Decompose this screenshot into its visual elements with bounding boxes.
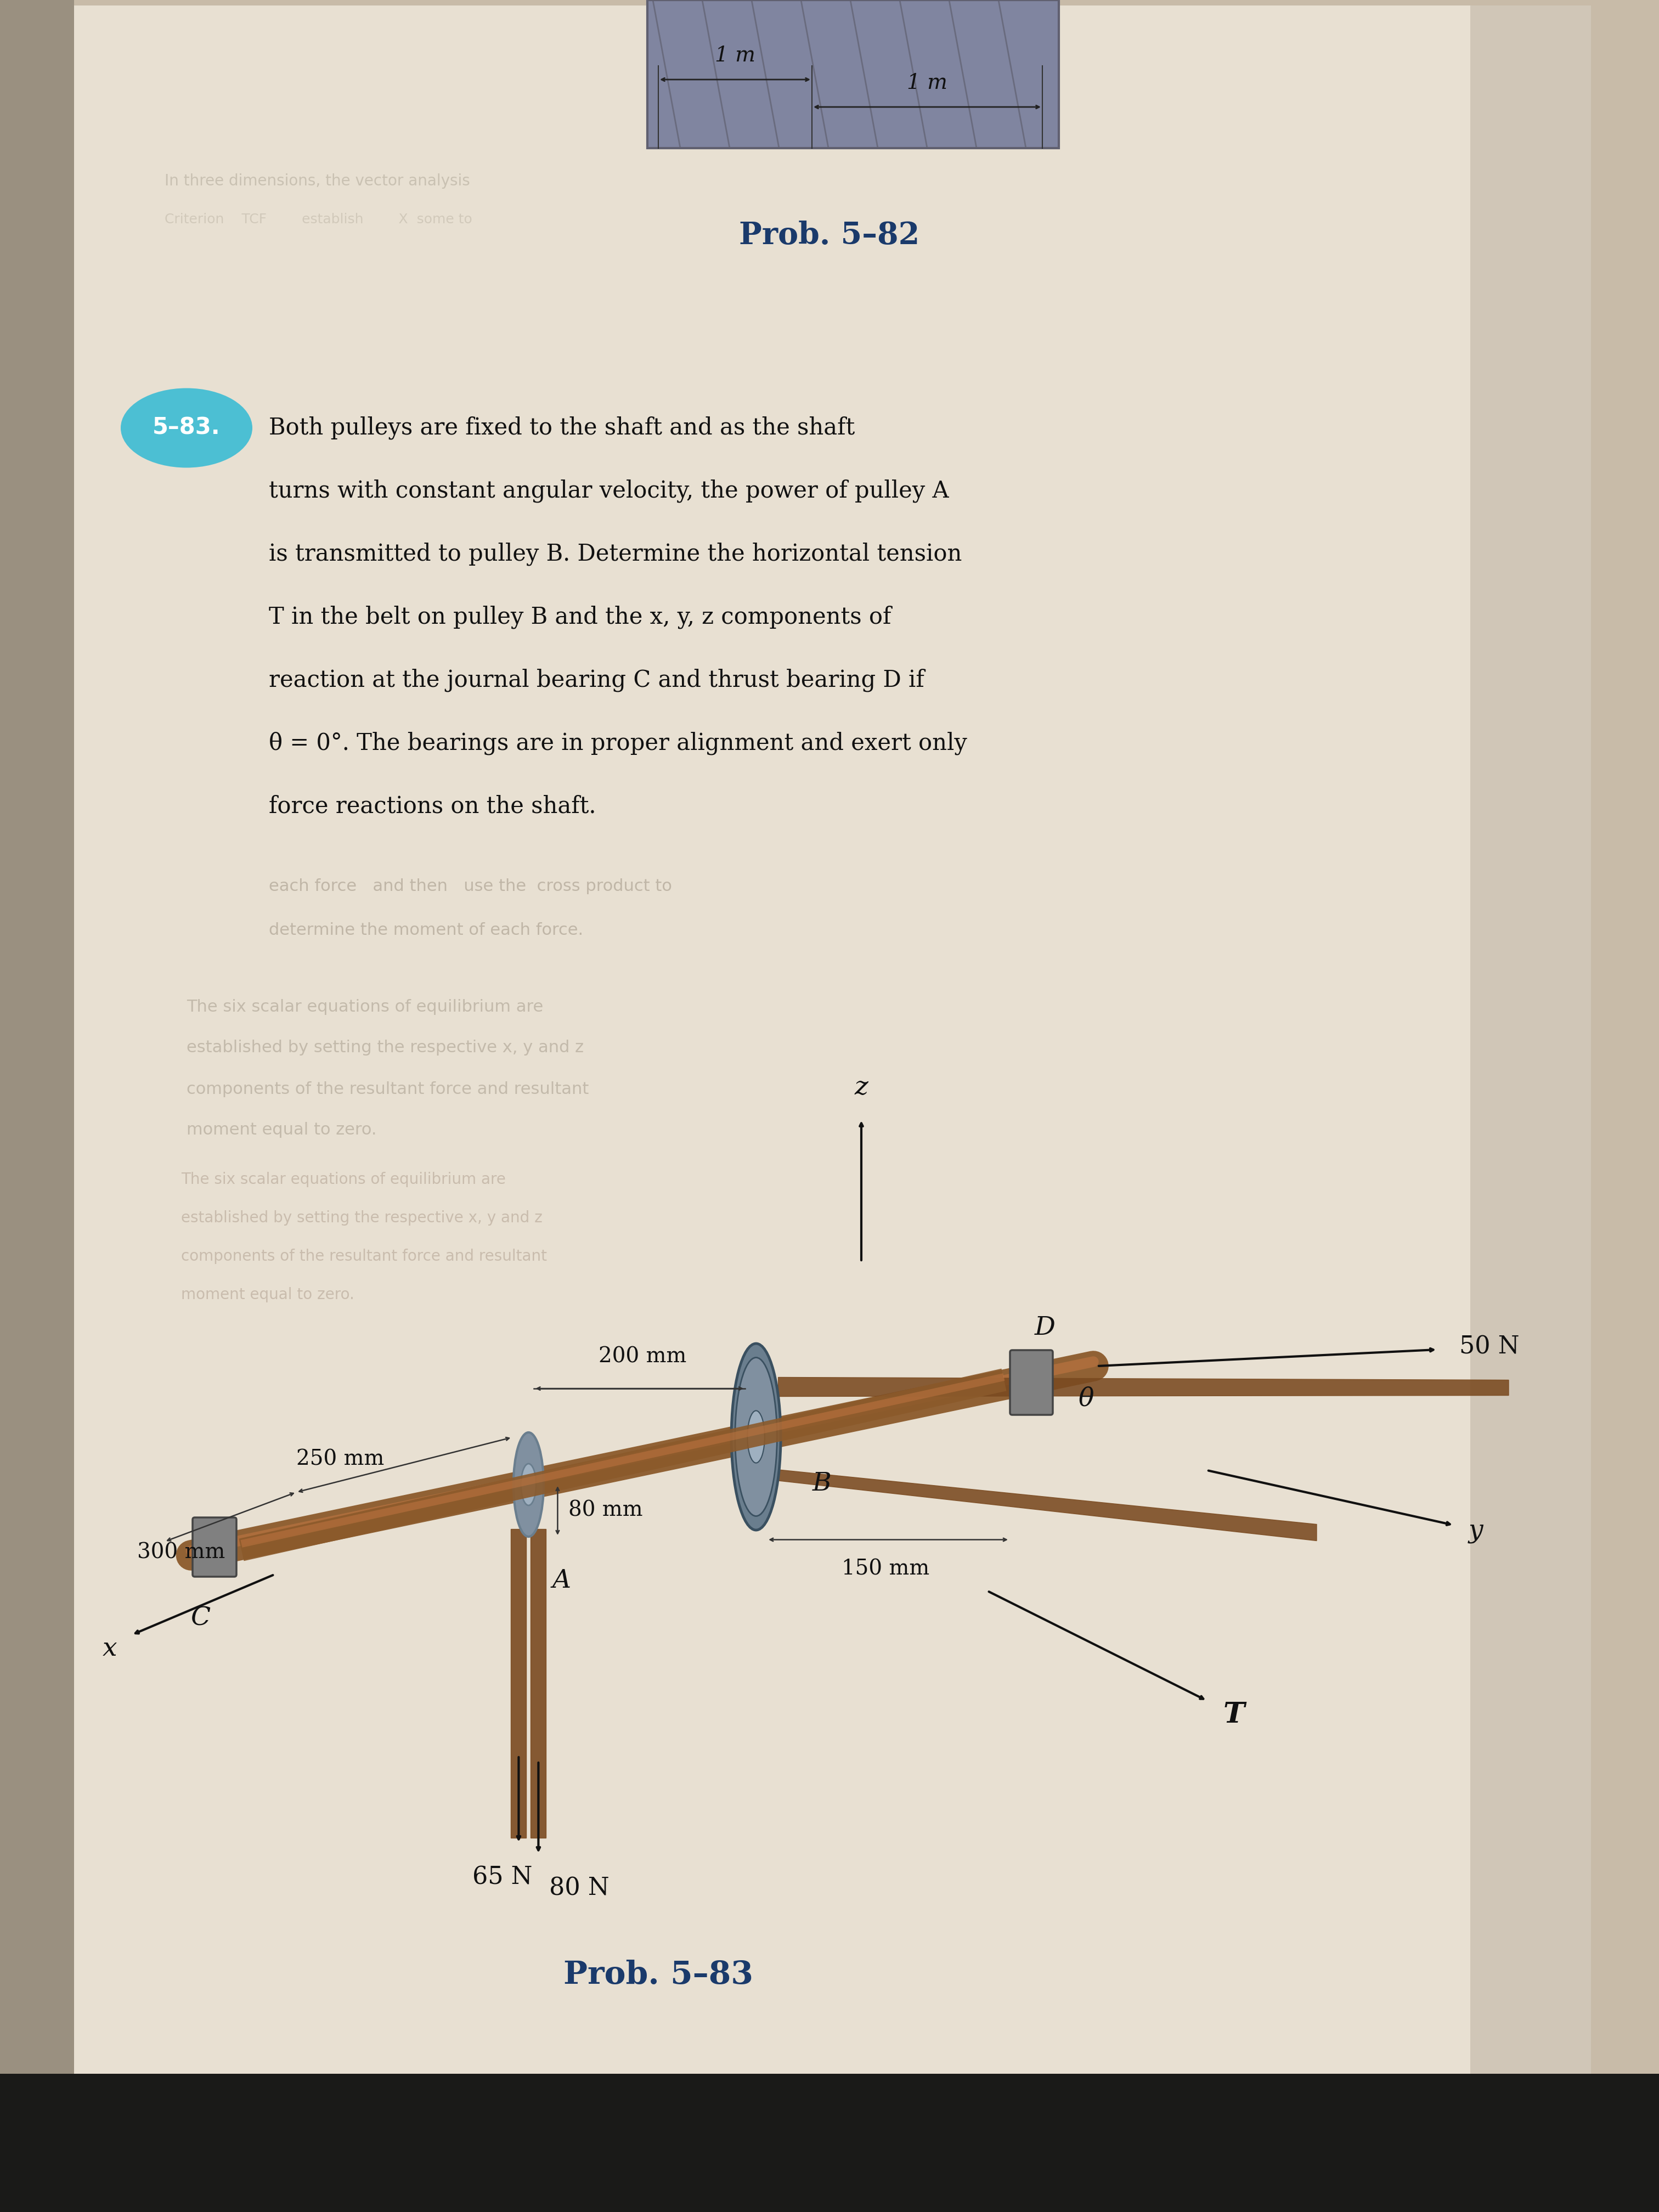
Polygon shape bbox=[776, 1469, 1317, 1542]
Text: determine the moment of each force.: determine the moment of each force. bbox=[269, 922, 584, 938]
Text: B: B bbox=[813, 1471, 831, 1495]
Text: 1 m: 1 m bbox=[715, 46, 755, 66]
Text: D: D bbox=[1035, 1316, 1055, 1340]
Text: T: T bbox=[1223, 1701, 1244, 1728]
Text: components of the resultant force and resultant: components of the resultant force and re… bbox=[186, 1082, 589, 1097]
Text: components of the resultant force and resultant: components of the resultant force and re… bbox=[181, 1248, 547, 1263]
FancyBboxPatch shape bbox=[1470, 4, 1591, 2205]
Text: established by setting the respective x, y and z: established by setting the respective x,… bbox=[181, 1210, 542, 1225]
Text: T in the belt on pulley B and the x, y, z components of: T in the belt on pulley B and the x, y, … bbox=[269, 606, 891, 628]
Text: 80 N: 80 N bbox=[549, 1876, 609, 1900]
Text: reaction at the journal bearing C and thrust bearing D if: reaction at the journal bearing C and th… bbox=[269, 668, 924, 692]
Text: The six scalar equations of equilibrium are: The six scalar equations of equilibrium … bbox=[186, 1000, 542, 1015]
Polygon shape bbox=[778, 1378, 1508, 1396]
Ellipse shape bbox=[513, 1433, 544, 1537]
Text: each force   and then   use the  cross product to: each force and then use the cross produc… bbox=[269, 878, 672, 894]
Text: x: x bbox=[103, 1637, 118, 1661]
Ellipse shape bbox=[735, 1358, 776, 1515]
Text: y: y bbox=[1468, 1517, 1483, 1544]
Text: is transmitted to pulley B. Determine the horizontal tension: is transmitted to pulley B. Determine th… bbox=[269, 542, 962, 566]
Text: Criterion    TCF        establish        X  some to: Criterion TCF establish X some to bbox=[164, 212, 473, 226]
FancyBboxPatch shape bbox=[0, 0, 75, 2212]
FancyBboxPatch shape bbox=[647, 0, 1058, 148]
Text: 50 N: 50 N bbox=[1460, 1336, 1520, 1358]
Text: θ = 0°. The bearings are in proper alignment and exert only: θ = 0°. The bearings are in proper align… bbox=[269, 732, 967, 754]
Text: In three dimensions, the vector analysis: In three dimensions, the vector analysis bbox=[164, 173, 469, 188]
Text: Prob. 5–82: Prob. 5–82 bbox=[740, 221, 919, 250]
Text: θ: θ bbox=[1078, 1387, 1093, 1411]
Ellipse shape bbox=[121, 387, 252, 467]
Text: C: C bbox=[191, 1606, 211, 1630]
Text: moment equal to zero.: moment equal to zero. bbox=[186, 1121, 377, 1139]
Text: 300 mm: 300 mm bbox=[138, 1542, 226, 1562]
Text: established by setting the respective x, y and z: established by setting the respective x,… bbox=[186, 1040, 584, 1055]
Text: 65 N: 65 N bbox=[473, 1865, 533, 1889]
Text: 250 mm: 250 mm bbox=[297, 1449, 385, 1469]
FancyBboxPatch shape bbox=[71, 4, 1591, 2205]
Text: 5–83.: 5–83. bbox=[153, 416, 221, 440]
Ellipse shape bbox=[521, 1464, 536, 1506]
Text: 200 mm: 200 mm bbox=[599, 1347, 687, 1367]
FancyBboxPatch shape bbox=[0, 2075, 1659, 2212]
Text: force reactions on the shaft.: force reactions on the shaft. bbox=[269, 794, 596, 818]
Text: A: A bbox=[552, 1568, 571, 1593]
Text: 1 m: 1 m bbox=[907, 73, 947, 93]
Polygon shape bbox=[511, 1528, 526, 1838]
Text: Both pulleys are fixed to the shaft and as the shaft: Both pulleys are fixed to the shaft and … bbox=[269, 416, 854, 440]
Ellipse shape bbox=[732, 1343, 781, 1531]
Text: 150 mm: 150 mm bbox=[841, 1559, 929, 1579]
Ellipse shape bbox=[748, 1411, 765, 1462]
FancyBboxPatch shape bbox=[1010, 1349, 1053, 1416]
Polygon shape bbox=[531, 1528, 546, 1838]
Text: 80 mm: 80 mm bbox=[569, 1500, 644, 1522]
Text: turns with constant angular velocity, the power of pulley A: turns with constant angular velocity, th… bbox=[269, 480, 949, 502]
FancyBboxPatch shape bbox=[192, 1517, 237, 1577]
Text: z: z bbox=[854, 1075, 868, 1099]
Text: The six scalar equations of equilibrium are: The six scalar equations of equilibrium … bbox=[181, 1172, 506, 1188]
Text: Prob. 5–83: Prob. 5–83 bbox=[564, 1960, 753, 1991]
Text: moment equal to zero.: moment equal to zero. bbox=[181, 1287, 355, 1303]
